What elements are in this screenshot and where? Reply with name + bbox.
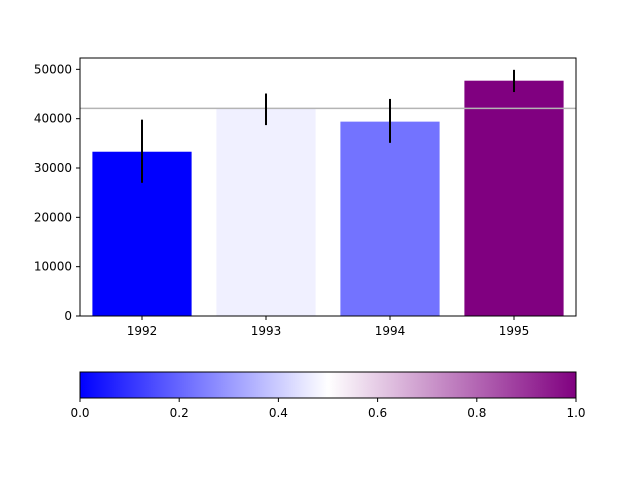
colorbar-tick-label: 0.8 xyxy=(467,406,486,420)
bar-1995 xyxy=(464,80,564,316)
axes-frame xyxy=(79,57,577,317)
plot-area: 0 10000 20000 30000 40000 50000 1992 1993 1994 19… xyxy=(34,57,577,338)
y-tick-label: 30000 xyxy=(34,161,72,175)
colorbar-tick-label: 0.2 xyxy=(170,406,189,420)
y-tick-label: 20000 xyxy=(34,210,72,224)
colorbar-tick-label: 0.4 xyxy=(269,406,288,420)
colorbar: 0.0 0.2 0.4 0.6 0.8 1.0 xyxy=(70,371,586,420)
y-tick-label: 40000 xyxy=(34,112,72,126)
x-tick-label: 1994 xyxy=(375,324,406,338)
y-tick-label: 50000 xyxy=(34,62,72,76)
colorbar-tick-label: 0.6 xyxy=(368,406,387,420)
colorbar-gradient xyxy=(79,371,577,399)
bar-1993 xyxy=(216,108,316,316)
x-tick-label: 1995 xyxy=(499,324,530,338)
x-tick-label: 1993 xyxy=(251,324,282,338)
colorbar-tick-label: 0.0 xyxy=(70,406,89,420)
colorbar-tick-label: 1.0 xyxy=(566,406,585,420)
bar-1994 xyxy=(340,121,440,316)
x-tick-label: 1992 xyxy=(127,324,158,338)
y-tick-label: 0 xyxy=(64,309,72,323)
y-tick-label: 10000 xyxy=(34,260,72,274)
